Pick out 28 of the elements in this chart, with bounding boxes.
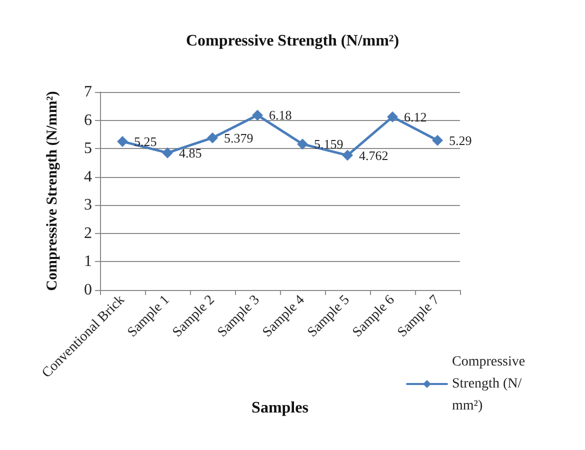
data-label: 5.379 bbox=[224, 130, 254, 146]
y-tick-label: 6 bbox=[84, 112, 92, 129]
y-tick-label: 0 bbox=[84, 282, 92, 298]
data-label: 6.18 bbox=[269, 108, 292, 123]
point bbox=[207, 132, 218, 144]
y-tick-label: 1 bbox=[84, 253, 92, 270]
y-axis-title: Compressive Strength (N/mm²) bbox=[186, 32, 400, 50]
x-axis-title: Samples bbox=[252, 400, 308, 416]
point bbox=[342, 150, 353, 161]
data-label: 6.12 bbox=[404, 109, 427, 124]
data-label: 5.25 bbox=[134, 134, 157, 149]
y-tick-label: 4 bbox=[84, 168, 92, 186]
y-tick-label: 7 bbox=[84, 84, 92, 100]
legend-label: Compressive Strength (N/mm²) bbox=[452, 354, 529, 414]
point bbox=[387, 111, 398, 122]
data-label: 4.762 bbox=[359, 148, 388, 163]
y-tick-label: 2 bbox=[84, 224, 92, 242]
point bbox=[117, 136, 128, 147]
data-label: 4.85 bbox=[179, 145, 202, 160]
data-label: 5.29 bbox=[449, 132, 472, 148]
y-tick-label: 5 bbox=[84, 140, 92, 158]
point bbox=[252, 110, 263, 121]
y-tick-label: 3 bbox=[84, 196, 92, 214]
text: Compressive Strength (N/mm²) bbox=[44, 91, 60, 291]
point bbox=[297, 138, 308, 150]
point bbox=[162, 147, 173, 158]
point bbox=[432, 134, 443, 146]
data-label: 5.159 bbox=[314, 136, 344, 152]
